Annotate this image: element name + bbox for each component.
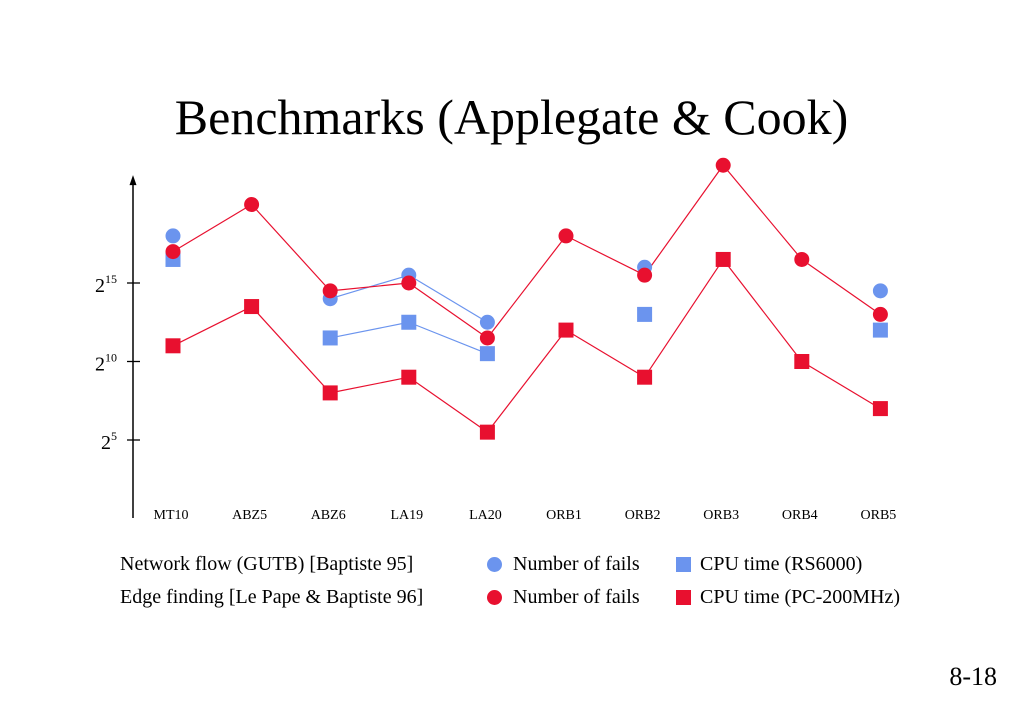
series-3-segment-2 [330,376,409,394]
series-3-point-orb3 [715,251,731,267]
series-3-segment-5 [565,329,645,378]
x-tick-label-la19: LA19 [390,508,423,523]
series-3-segment-3 [408,376,488,433]
legend-label-gutb: Network flow (GUTB) [Baptiste 95] [120,553,414,575]
series-0-segment-3 [408,274,488,323]
series-2-point-mt10 [165,244,181,260]
series-3-point-orb5 [872,401,888,417]
x-tick-label-orb3: ORB3 [703,508,739,523]
x-tick-label-orb5: ORB5 [861,508,897,523]
series-2-segment-8 [801,258,881,315]
legend-edge-cpu-marker [676,590,691,605]
series-1-segment-2 [330,321,409,339]
legend-gutb-cpu-marker [676,557,691,572]
series-2-segment-5 [565,235,645,276]
x-tick-label-abz6: ABZ6 [311,508,346,523]
series-2-point-orb2 [637,267,653,283]
chart-axes [127,175,140,518]
series-1-point-abz6 [322,330,338,346]
series-2-point-la19 [401,275,417,291]
series-0-point-mt10 [165,228,181,244]
legend-edge-cpu-label: CPU time (PC-200MHz) [700,586,900,608]
series-2-segment-4 [486,235,567,339]
series-3-segment-4 [486,329,567,433]
x-tick-label-la20: LA20 [469,508,502,523]
y-tick-label-15: 215 [95,272,117,297]
x-tick-label-orb2: ORB2 [625,508,661,523]
legend-gutb-fails-label: Number of fails [513,553,640,575]
series-2-point-abz5 [244,197,260,212]
series-2-segment-1 [251,204,331,292]
y-tick-label-5: 25 [101,429,117,454]
series-3-segment-6 [644,259,724,378]
series-1-point-orb2 [637,306,653,322]
legend-gutb-cpu-label: CPU time (RS6000) [700,553,863,575]
slide-title: Benchmarks (Applegate & Cook) [174,89,849,145]
series-2-segment-2 [330,282,409,292]
legend-gutb-fails-marker [487,557,502,572]
x-tick-label-abz5: ABZ5 [232,508,267,523]
series-2-point-la20 [479,330,495,346]
series-1-segment-3 [408,321,488,355]
series-3-segment-0 [172,306,252,347]
page-number: 8-18 [949,662,997,691]
series-3-point-mt10 [165,338,181,354]
series-2-segment-7 [722,164,803,260]
series-3-segment-8 [801,360,881,410]
series-0-point-la20 [479,314,495,330]
legend-edge-fails-label: Number of fails [513,586,640,608]
x-tick-label-orb4: ORB4 [782,508,818,523]
benchmark-chart: MT10 ABZ5 ABZ6 LA19 LA20 ORB1 ORB2 ORB3 ORB4 ORB5… [95,157,897,523]
series-3-point-orb4 [794,354,810,369]
series-2-point-orb5 [872,306,888,322]
x-tick-label-orb1: ORB1 [546,508,582,523]
y-axis-arrow [129,175,137,186]
series-1-point-la20 [479,346,495,362]
series-3-point-abz6 [322,385,338,401]
series-markers [165,157,888,440]
series-2-point-orb1 [558,228,574,244]
series-2-point-orb3 [715,157,731,173]
series-2-point-orb4 [794,251,810,267]
series-2-segment-3 [408,282,488,339]
series-3-point-abz5 [244,299,260,315]
series-1-point-orb5 [872,322,888,338]
series-3-point-orb2 [637,369,653,385]
series-3-segment-7 [722,259,803,362]
series-0-point-orb5 [872,283,888,299]
legend-label-edge: Edge finding [Le Pape & Baptiste 96] [120,586,424,608]
x-tick-label-mt10: MT10 [154,508,189,523]
y-tick-label-10: 210 [95,351,117,376]
series-3-point-orb1 [558,322,574,338]
y-tick-labels: 215 210 25 [95,272,117,454]
series-3-point-la19 [401,369,417,385]
legend-edge-fails-marker [487,590,502,605]
series-3-point-la20 [479,424,495,440]
x-tick-labels: MT10 ABZ5 ABZ6 LA19 LA20 ORB1 ORB2 ORB3 ORB4 ORB5 [154,508,897,523]
series-2-point-abz6 [322,283,338,299]
series-1-point-la19 [401,314,417,330]
series-2-segment-0 [172,203,252,253]
series-3-segment-1 [251,306,331,394]
series-lines [172,164,881,433]
series-2-segment-6 [644,164,724,276]
